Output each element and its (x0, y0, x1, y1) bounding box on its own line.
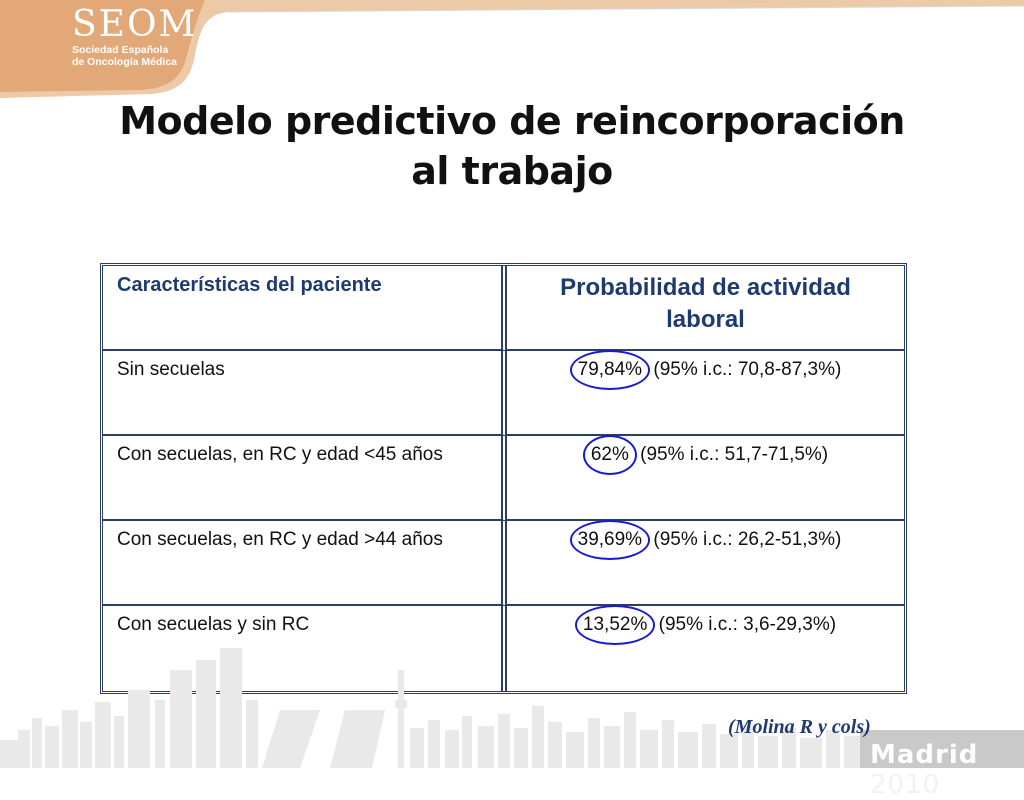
header-logo-band: SEOM Sociedad Española de Oncología Médi… (0, 0, 1024, 100)
table-row: Con secuelas y sin RC 13,52% (95% i.c.: … (103, 605, 904, 691)
table-row: Sin secuelas 79,84% (95% i.c.: 70,8-87,3… (103, 350, 904, 436)
event-footer-label: Madrid 2010 (870, 740, 1024, 800)
confidence-interval: (95% i.c.: 70,8-87,3%) (648, 359, 842, 380)
table-row: Con secuelas, en RC y edad >44 años 39,6… (103, 520, 904, 606)
footer-city: Madrid (870, 740, 979, 770)
header-characteristics: Características del paciente (103, 266, 507, 351)
madrid-skyline-graphic (0, 648, 1024, 768)
confidence-interval: (95% i.c.: 51,7-71,5%) (634, 444, 829, 465)
prediction-table-wrapper: Características del paciente Probabilida… (100, 263, 907, 694)
row-label: Con secuelas, en RC y edad >44 años (103, 521, 507, 606)
logo-main-text: SEOM (72, 4, 198, 45)
row-value-cell: 62% (95% i.c.: 51,7-71,5%) (507, 435, 904, 521)
confidence-interval: (95% i.c.: 26,2-51,3%) (648, 529, 842, 550)
logo-subtitle-1: Sociedad Española (72, 44, 169, 56)
table-header-row: Características del paciente Probabilida… (103, 266, 904, 351)
footer-year: 2010 (870, 770, 941, 800)
confidence-interval: (95% i.c.: 3,6-29,3%) (653, 614, 837, 635)
row-value-cell: 39,69% (95% i.c.: 26,2-51,3%) (507, 520, 904, 606)
header-probability: Probabilidad de actividad laboral (507, 266, 904, 351)
slide-title: Modelo predictivo de reincorporación al … (119, 99, 905, 193)
row-label: Con secuelas, en RC y edad <45 años (103, 436, 507, 521)
seom-logo: SEOM Sociedad Española de Oncología Médi… (72, 4, 198, 69)
citation: (Molina R y cols) (728, 716, 871, 738)
logo-subtitle-2: de Oncología Médica (72, 56, 178, 68)
row-value-cell: 13,52% (95% i.c.: 3,6-29,3%) (507, 605, 904, 691)
row-label: Con secuelas y sin RC (103, 606, 507, 691)
prediction-table: Características del paciente Probabilida… (100, 263, 907, 694)
logo-background-shape (0, 0, 1024, 98)
highlighted-percentage: 13,52% (574, 605, 656, 645)
highlighted-percentage: 79,84% (569, 350, 651, 390)
highlighted-percentage: 62% (582, 435, 637, 475)
table-row: Con secuelas, en RC y edad <45 años 62% … (103, 435, 904, 521)
row-label: Sin secuelas (103, 351, 507, 436)
highlighted-percentage: 39,69% (569, 520, 651, 560)
row-value-cell: 79,84% (95% i.c.: 70,8-87,3%) (507, 350, 904, 436)
